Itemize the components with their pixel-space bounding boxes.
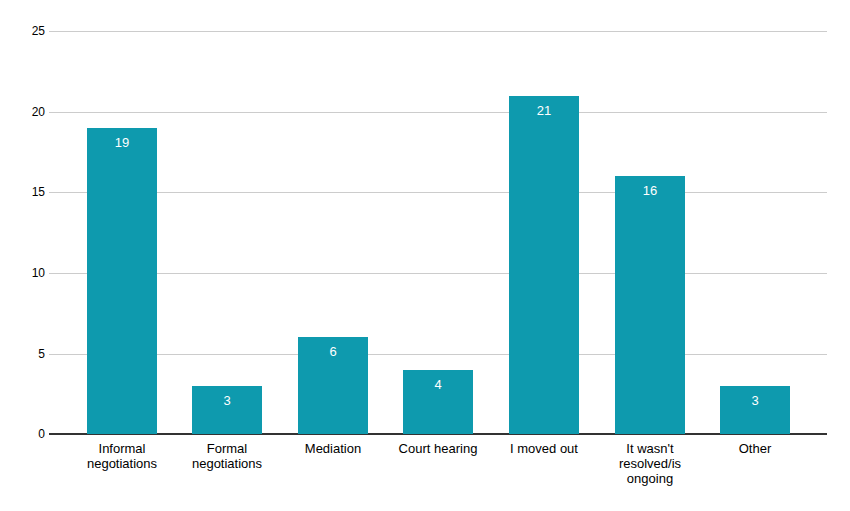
y-axis-tick-label: 5 <box>0 347 45 361</box>
bar: 3 <box>192 386 262 434</box>
bar: 3 <box>720 386 790 434</box>
y-axis-tick-label: 20 <box>0 105 45 119</box>
y-axis-tick-label: 15 <box>0 185 45 199</box>
bar: 16 <box>615 176 685 434</box>
bar-value-label: 3 <box>192 393 262 408</box>
bar: 21 <box>509 96 579 434</box>
bar-value-label: 6 <box>298 344 368 359</box>
x-axis-category-label: Formal negotiations <box>175 441 279 471</box>
bar-value-label: 16 <box>615 183 685 198</box>
y-axis-tick-label: 10 <box>0 266 45 280</box>
bar-value-label: 3 <box>720 393 790 408</box>
bar-value-label: 4 <box>403 377 473 392</box>
x-axis-category-label: It wasn't resolved/is ongoing <box>598 441 702 486</box>
bar-value-label: 21 <box>509 103 579 118</box>
x-axis-category-label: I moved out <box>492 441 596 456</box>
gridline <box>49 273 827 274</box>
bar-chart: 0 5 10 15 20 25 19 Informal negotiations 3 Formal… <box>0 0 850 511</box>
x-axis-category-label: Informal negotiations <box>70 441 174 471</box>
y-axis-tick-label: 0 <box>0 427 45 441</box>
gridline <box>49 112 827 113</box>
bar: 19 <box>87 128 157 434</box>
y-axis-tick-label: 25 <box>0 24 45 38</box>
gridline <box>49 192 827 193</box>
bar: 6 <box>298 337 368 434</box>
gridline <box>49 31 827 32</box>
gridline <box>49 354 827 355</box>
bar: 4 <box>403 370 473 434</box>
x-axis-category-label: Court hearing <box>386 441 490 456</box>
bar-value-label: 19 <box>87 135 157 150</box>
x-axis-category-label: Other <box>703 441 807 456</box>
x-axis-category-label: Mediation <box>281 441 385 456</box>
